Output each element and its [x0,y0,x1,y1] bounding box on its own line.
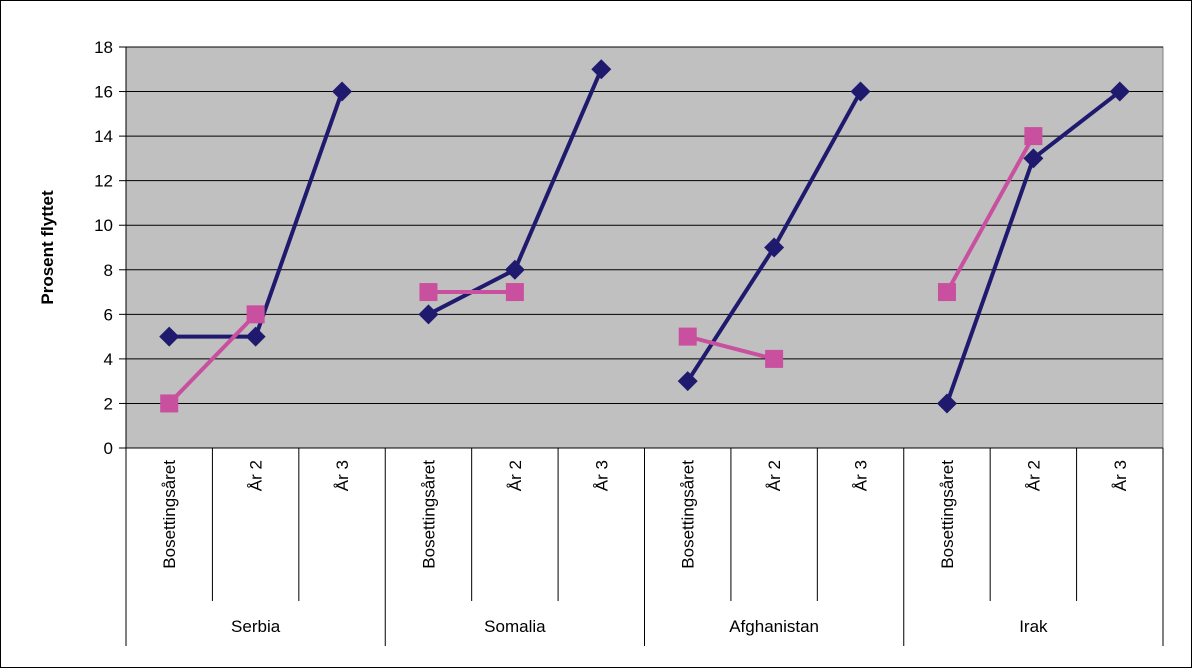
data-point-diamond [332,81,353,102]
group-label: Somalia [484,617,546,636]
group-label: Irak [1019,617,1048,636]
data-point-diamond [936,393,957,414]
data-point-diamond [504,259,525,280]
data-point-square [678,327,697,346]
series-2 [160,127,1043,413]
y-tick-label: 2 [104,394,113,413]
y-tick-label: 16 [94,83,113,102]
series-2-line-serbia [167,312,258,405]
y-tick-label: 12 [94,172,113,191]
x-category-label: År 3 [1111,460,1130,491]
data-point-diamond [418,304,439,325]
series [159,59,1130,414]
x-category-label: År 2 [765,460,784,491]
gridlines [119,46,1163,449]
y-tick-label: 10 [94,216,113,235]
data-point-diamond [850,81,871,102]
data-point-diamond [1109,81,1130,102]
axes [125,47,1164,646]
data-point-square [246,305,265,324]
y-tick-label: 6 [104,305,113,324]
data-point-square [419,283,438,302]
x-category-label: År 2 [506,460,525,491]
x-category-labels: Bosettingsåret År 2 År 3 Serbia Bosettingsår… [160,460,1130,636]
y-tick-labels: 0 2 4 6 8 10 12 14 16 18 [94,38,113,458]
group-label: Afghanistan [729,617,819,636]
y-axis-title: Prosent flyttet [38,190,57,305]
data-point-diamond [591,59,612,80]
plot-area [125,46,1164,449]
data-point-square [937,283,956,302]
x-category-label: År 3 [852,460,871,491]
data-point-square [505,283,524,302]
x-category-label: Bosettingsåret [938,460,957,569]
data-point-square [765,349,784,368]
data-point-diamond [159,326,180,347]
y-tick-label: 4 [104,350,113,369]
series-1 [159,59,1130,414]
y-tick-label: 8 [104,261,113,280]
series-2-line-irak [945,135,1036,294]
data-point-diamond [677,371,698,392]
data-point-square [160,394,179,413]
data-point-square [1024,127,1043,146]
x-category-label: År 2 [247,460,266,491]
data-point-diamond [245,326,266,347]
x-category-label: Bosettingsåret [160,460,179,569]
x-category-label: År 3 [333,460,352,491]
data-point-diamond [1023,148,1044,169]
x-category-label: Bosettingsåret [679,460,698,569]
x-category-label: År 2 [1024,460,1043,491]
series-2-line-afghanistan [687,334,775,361]
y-tick-label: 18 [94,38,113,57]
y-tick-label: 0 [104,439,113,458]
x-category-label: Bosettingsåret [419,460,438,569]
x-category-label: År 3 [592,460,611,491]
y-tick-label: 14 [94,127,113,146]
group-label: Serbia [231,617,281,636]
data-point-diamond [764,237,785,258]
